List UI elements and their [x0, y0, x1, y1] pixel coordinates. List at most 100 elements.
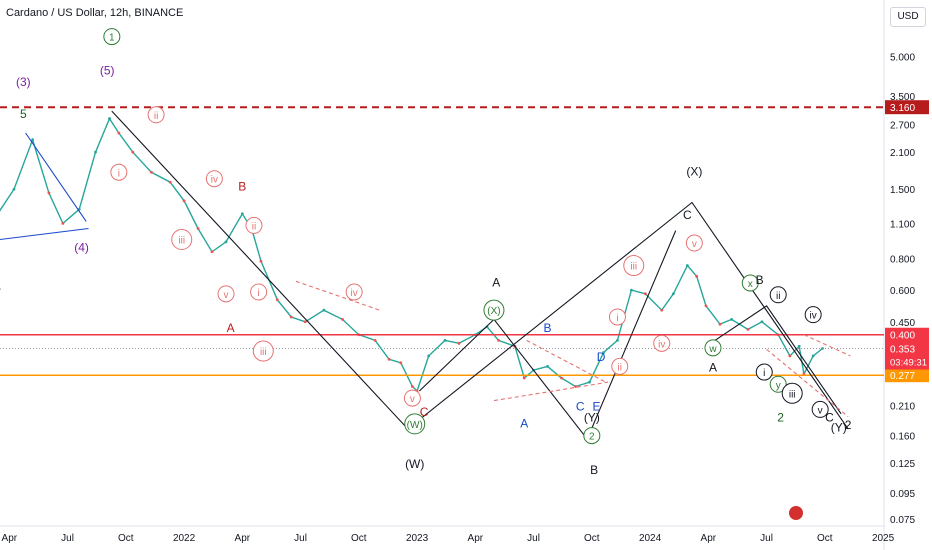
wave-label-circle [741, 274, 759, 292]
wave-label: 2 [777, 411, 784, 425]
wave-label: y [776, 380, 781, 391]
wave-label: v [692, 239, 697, 250]
price-point [704, 304, 708, 308]
x-tick-label: Apr [468, 533, 484, 544]
price-point [31, 138, 35, 142]
x-tick-label: 2024 [639, 533, 662, 544]
wave-label: (Y) [584, 411, 600, 425]
price-point [373, 338, 377, 342]
price-point [108, 117, 111, 120]
price-point [259, 259, 263, 263]
price-point [303, 320, 307, 324]
price-point [588, 380, 591, 384]
y-tick-label: 3.500 [890, 92, 915, 103]
price-point [341, 317, 344, 321]
wave-label: iv [211, 175, 218, 186]
y-tick-label: 2.100 [890, 148, 915, 159]
y-tick-label: 0.095 [890, 489, 915, 500]
wave-label: iii [630, 262, 637, 273]
wave-label: (Y) [831, 420, 847, 434]
wave-line [526, 339, 607, 383]
wave-line [0, 227, 89, 241]
wave-label-circle [245, 216, 263, 234]
y-tick-label: 5.000 [890, 53, 915, 64]
price-point [289, 315, 293, 319]
y-tick-label: 0.125 [890, 459, 915, 470]
price-point [427, 354, 431, 358]
price-axis [884, 0, 932, 550]
price-point [387, 357, 391, 361]
price-point [671, 292, 675, 296]
wave-line [25, 132, 87, 222]
x-tick-label: Oct [118, 533, 134, 544]
price-point [168, 180, 172, 184]
wave-label: E [592, 400, 600, 414]
wave-label: B [590, 463, 598, 477]
y-tick-label: 2.700 [890, 121, 915, 132]
x-tick-label: Apr [701, 533, 717, 544]
wave-label-circle [811, 400, 829, 418]
price-point [788, 354, 792, 358]
price-point [275, 298, 279, 302]
price-point [522, 376, 526, 380]
wave-label: iv [351, 288, 358, 299]
price-point [746, 327, 750, 331]
price-point [457, 341, 461, 345]
wave-label: C [825, 411, 834, 425]
wave-label-circle [483, 299, 505, 321]
price-point [399, 361, 403, 365]
wave-label: 1 [109, 33, 115, 44]
wave-label: i [763, 368, 765, 379]
price-point [210, 250, 214, 254]
price-point [730, 317, 734, 321]
wave-label: (W) [405, 457, 424, 471]
wave-label: iii [789, 389, 796, 400]
wave-label-circle [583, 427, 601, 445]
wave-label: 2 [589, 432, 595, 443]
wave-label: v [818, 405, 823, 416]
wave-line [766, 348, 849, 418]
plot-area [0, 0, 884, 526]
wave-label-circle [217, 285, 235, 303]
price-point [443, 338, 447, 342]
wave-label: A [520, 417, 528, 431]
wave-label: C [576, 400, 585, 414]
wave-label: C [420, 405, 429, 419]
y-tick-label: 0.800 [890, 254, 915, 265]
price-point [718, 322, 722, 326]
wave-label-circle [769, 375, 787, 393]
flag-icon [789, 506, 803, 520]
wave-label-circle [755, 363, 773, 381]
price-point [196, 227, 200, 230]
level-label: 0.400 [890, 331, 915, 342]
wave-label: ii [618, 362, 622, 373]
wave-label: 2 [845, 418, 852, 432]
wave-label: ii [776, 291, 780, 302]
price-line [0, 117, 823, 393]
currency-button[interactable]: USD [890, 7, 926, 27]
level-label: 0.277 [890, 371, 915, 382]
wave-label-circle [781, 382, 803, 404]
wave-label-circle [110, 163, 128, 181]
y-tick-label: 1.500 [890, 185, 915, 196]
price-point [131, 150, 135, 154]
wave-label: iv [810, 311, 817, 322]
price-point [811, 354, 815, 358]
price-point [695, 274, 699, 278]
price-point [560, 376, 563, 380]
last-price-countdown: 03:49:31 [890, 357, 927, 368]
price-point [797, 344, 801, 348]
last-price-label: 0.353 [890, 344, 915, 355]
wave-label-circle [804, 306, 822, 324]
x-tick-label: Jul [527, 533, 540, 544]
x-tick-label: 2025 [872, 533, 895, 544]
price-point [644, 292, 647, 296]
x-tick-label: Oct [817, 533, 833, 544]
level-label-bg [885, 100, 929, 115]
y-tick-label: 0.160 [890, 432, 915, 443]
wave-label: x [748, 279, 753, 290]
wave-label: ii [252, 221, 256, 232]
wave-label-circle [611, 357, 629, 375]
wave-label-circle [403, 389, 421, 407]
